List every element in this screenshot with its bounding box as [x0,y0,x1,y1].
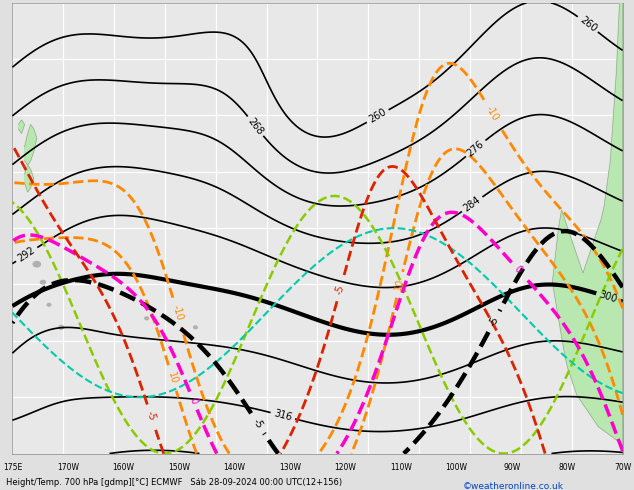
Text: -5: -5 [488,315,501,328]
Text: 292: 292 [16,245,37,264]
Circle shape [47,303,51,306]
Text: 268: 268 [246,116,265,137]
Text: 170W: 170W [57,463,79,471]
Text: -5: -5 [251,416,264,430]
Text: 300: 300 [598,290,619,305]
Text: 284: 284 [462,195,482,214]
Circle shape [193,326,197,329]
Circle shape [59,325,63,329]
Text: 130W: 130W [279,463,301,471]
Text: 0: 0 [188,396,199,405]
Polygon shape [25,124,37,165]
Text: 260: 260 [367,107,388,125]
Text: ©weatheronline.co.uk: ©weatheronline.co.uk [463,482,564,490]
Text: Height/Temp. 700 hPa [gdmp][°C] ECMWF   Sáb 28-09-2024 00:00 UTC(12+156): Height/Temp. 700 hPa [gdmp][°C] ECMWF Sá… [6,478,342,487]
Text: 160W: 160W [112,463,134,471]
Text: -5: -5 [145,410,157,422]
Text: 140W: 140W [223,463,245,471]
Text: 260: 260 [578,15,598,34]
Text: -10: -10 [171,304,184,321]
Text: 0: 0 [512,264,524,275]
Text: 70W: 70W [614,463,631,471]
Text: 90W: 90W [503,463,521,471]
Text: 276: 276 [465,139,486,158]
Text: 10: 10 [394,278,406,292]
Text: 175E: 175E [3,463,22,471]
Polygon shape [552,3,623,454]
Text: 80W: 80W [559,463,576,471]
Text: -10: -10 [484,104,500,122]
Polygon shape [25,165,34,192]
Text: 110W: 110W [390,463,411,471]
Text: -5: -5 [334,284,346,296]
Circle shape [145,317,148,319]
Circle shape [41,280,46,284]
Text: 120W: 120W [334,463,356,471]
Circle shape [33,262,41,267]
Text: 100W: 100W [445,463,467,471]
Text: 150W: 150W [168,463,190,471]
Text: 316: 316 [273,409,293,423]
Polygon shape [18,120,25,133]
Text: 10: 10 [166,371,179,385]
